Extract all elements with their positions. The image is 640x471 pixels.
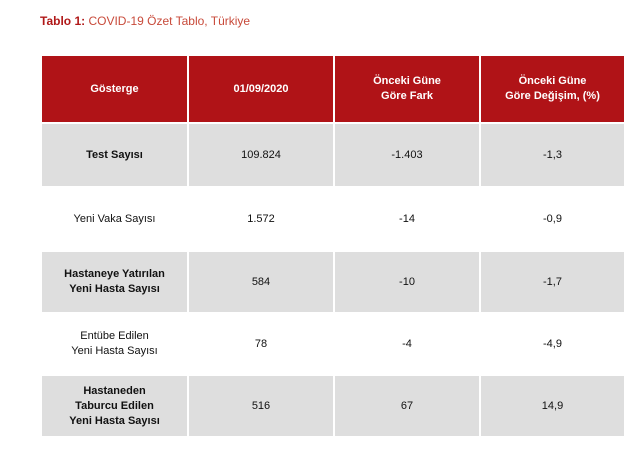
table-caption: Tablo 1: COVID-19 Özet Tablo, Türkiye: [40, 14, 250, 28]
header-diff: Önceki Güne Göre Fark: [335, 56, 479, 122]
row-label-line: Yeni Hasta Sayısı: [71, 345, 158, 357]
header-diff-line2: Göre Fark: [381, 90, 433, 102]
row-value: 78: [189, 314, 333, 374]
row-label-line: Entübe Edilen: [80, 330, 149, 342]
row-label-line: Yeni Hasta Sayısı: [69, 283, 160, 295]
row-change: -1,3: [481, 124, 624, 186]
header-indicator-text: Gösterge: [90, 82, 139, 95]
table-row: Entübe Edilen Yeni Hasta Sayısı 78 -4 -4…: [42, 314, 624, 374]
row-diff: -14: [335, 188, 479, 250]
row-change: -0,9: [481, 188, 624, 250]
row-diff: -1.403: [335, 124, 479, 186]
row-diff: -4: [335, 314, 479, 374]
row-change: -4,9: [481, 314, 624, 374]
row-label-line: Hastaneye Yatırılan: [64, 268, 165, 280]
table-row: Hastaneye Yatırılan Yeni Hasta Sayısı 58…: [42, 252, 624, 312]
header-row: Gösterge 01/09/2020 Önceki Güne Göre Far…: [42, 56, 624, 122]
row-diff: 67: [335, 376, 479, 436]
row-label: Yeni Vaka Sayısı: [42, 188, 187, 250]
header-change: Önceki Güne Göre Değişim, (%): [481, 56, 624, 122]
header-diff-line1: Önceki Güne: [373, 75, 441, 87]
table-row: Test Sayısı 109.824 -1.403 -1,3: [42, 124, 624, 186]
row-label: Test Sayısı: [42, 124, 187, 186]
header-date-text: 01/09/2020: [233, 82, 289, 95]
row-value: 516: [189, 376, 333, 436]
row-label: Entübe Edilen Yeni Hasta Sayısı: [42, 314, 187, 374]
row-value: 584: [189, 252, 333, 312]
header-change-line1: Önceki Güne: [518, 75, 587, 87]
row-diff: -10: [335, 252, 479, 312]
row-label-line: Taburcu Edilen: [75, 399, 154, 412]
row-change: -1,7: [481, 252, 624, 312]
header-change-line2: Göre Değişim, (%): [505, 90, 600, 102]
row-label-line: Yeni Vaka Sayısı: [73, 212, 156, 225]
caption-label: Tablo 1:: [40, 14, 86, 28]
table-row: Hastaneden Taburcu Edilen Yeni Hasta Say…: [42, 376, 624, 436]
caption-text: COVID-19 Özet Tablo, Türkiye: [88, 14, 251, 28]
row-value: 1.572: [189, 188, 333, 250]
row-label-line: Yeni Hasta Sayısı: [69, 414, 160, 427]
row-label: Hastaneden Taburcu Edilen Yeni Hasta Say…: [42, 376, 187, 436]
header-date: 01/09/2020: [189, 56, 333, 122]
header-indicator: Gösterge: [42, 56, 187, 122]
covid-summary-table: Gösterge 01/09/2020 Önceki Güne Göre Far…: [40, 54, 626, 438]
row-label-line: Test Sayısı: [86, 148, 143, 161]
row-value: 109.824: [189, 124, 333, 186]
row-change: 14,9: [481, 376, 624, 436]
row-label: Hastaneye Yatırılan Yeni Hasta Sayısı: [42, 252, 187, 312]
table-row: Yeni Vaka Sayısı 1.572 -14 -0,9: [42, 188, 624, 250]
row-label-line: Hastaneden: [83, 384, 146, 397]
